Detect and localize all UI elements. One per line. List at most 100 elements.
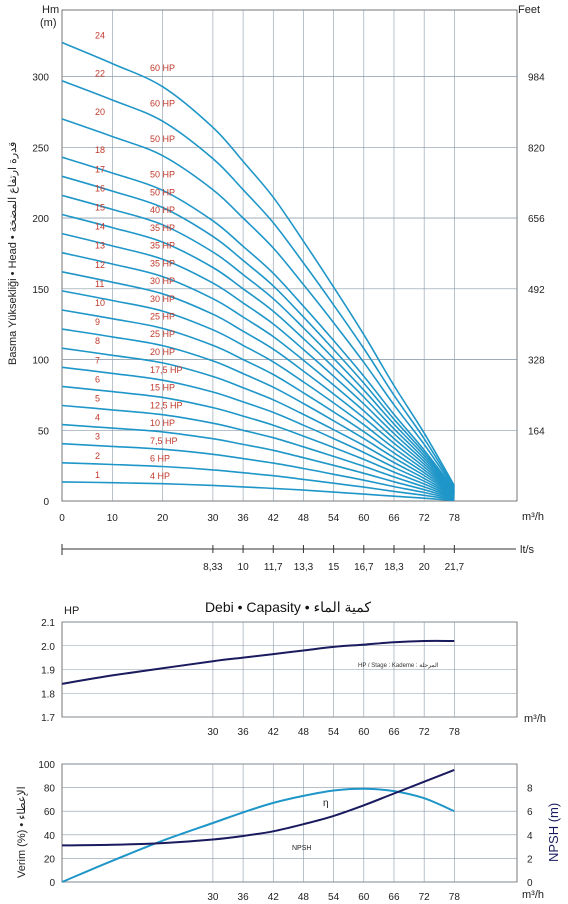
feet-axis-title: Feet [518, 4, 540, 16]
head-curve-stage-4 [61, 423, 455, 500]
stage-number-label: 2 [95, 451, 100, 461]
y2-tick-label: 656 [528, 214, 545, 225]
hp-annotation: HP / Stage : Kademe : المرحلة [358, 662, 439, 669]
y-tick-label: 80 [44, 784, 56, 795]
y2-tick-label: 984 [528, 73, 545, 84]
stage-hp-label: 50 HP [150, 134, 175, 144]
stage-number-label: 16 [95, 183, 105, 193]
head-chart-ticks: 0 10 20 30 36 42 48 54 60 66 72 7805010015020025030… [32, 73, 545, 525]
x-tick-label: 60 [358, 727, 370, 738]
stage-hp-label: 60 HP [150, 99, 175, 109]
hp-axis-title: HP [64, 605, 79, 617]
x-tick-label: 42 [268, 892, 280, 903]
lps-tick-label: 21,7 [445, 562, 465, 573]
head-curve-stage-17 [61, 175, 455, 491]
eff-flow-unit: m³/h [522, 889, 544, 901]
stage-number-label: 10 [95, 298, 105, 308]
lps-tick-label: 20 [419, 562, 431, 573]
y2-tick-label: 164 [528, 426, 545, 437]
eff-chart-grid [62, 763, 517, 883]
x-tick-label: 36 [238, 513, 250, 524]
npsh-label: NPSH [292, 845, 311, 852]
npsh-curve [61, 768, 455, 847]
x-tick-label: 30 [207, 727, 219, 738]
head-curve-stage-11 [61, 290, 455, 495]
lps-tick-label: 18,3 [384, 562, 404, 573]
stage-hp-label: 40 HP [150, 205, 175, 215]
y2-tick-label: 8 [527, 784, 533, 795]
head-curve-stage-12 [61, 271, 455, 495]
stage-number-label: 24 [95, 31, 105, 41]
hp-chart-ticks: 1.7 1.8 1.9 2.0 2.1 30 36 42 48 54 60 66 72 78 [41, 618, 460, 738]
lps-ticks: 8,33 10 11,7 13,3 15 16,7 18,3 20 21,7 [203, 545, 465, 573]
stage-hp-label: 17,5 HP [150, 365, 183, 375]
stage-hp-label: 25 HP [150, 329, 175, 339]
y-tick-label: 100 [38, 760, 55, 771]
hp-per-stage-curve [61, 639, 455, 685]
x-tick-label: 60 [358, 892, 370, 903]
head-curve-stage-18 [61, 156, 455, 490]
stage-hp-label: 6 HP [150, 453, 170, 463]
lps-tick-label: 11,7 [264, 562, 283, 573]
head-curve-stage-16 [61, 194, 455, 492]
head-chart-grid [62, 10, 517, 501]
stage-hp-label: 4 HP [150, 471, 170, 481]
y-tick-label: 1.9 [41, 666, 55, 677]
lps-tick-label: 15 [328, 562, 340, 573]
head-curve-stage-14 [61, 232, 455, 493]
eta-label: η [323, 798, 329, 809]
y-tick-label: 2.1 [41, 618, 55, 629]
x-tick-label: 42 [268, 513, 280, 524]
stage-hp-label: 50 HP [150, 187, 175, 197]
stage-hp-label: 12,5 HP [150, 400, 183, 410]
y-tick-label: 60 [44, 807, 56, 818]
head-curve-stage-10 [61, 309, 455, 496]
x-tick-label: 72 [419, 892, 431, 903]
stage-hp-label: 35 HP [150, 223, 175, 233]
x-tick-label: 20 [157, 513, 169, 524]
stage-number-label: 14 [95, 222, 105, 232]
stage-hp-label: 35 HP [150, 258, 175, 268]
y2-tick-label: 4 [527, 831, 533, 842]
x-tick-label: 36 [238, 727, 250, 738]
x-tick-label: 54 [328, 727, 340, 738]
x-tick-label: 78 [449, 513, 461, 524]
head-curve-stage-15 [61, 213, 455, 493]
x-tick-label: 54 [328, 513, 340, 524]
x-tick-label: 30 [207, 892, 219, 903]
head-curve-stage-13 [61, 251, 455, 494]
x-tick-label: 54 [328, 892, 340, 903]
stage-number-label: 11 [95, 279, 104, 289]
y-tick-label: 2.0 [41, 642, 55, 653]
y-tick-label: 1.8 [41, 689, 55, 700]
eff-chart-frame [61, 763, 518, 883]
stage-number-label: 17 [95, 164, 105, 174]
y-tick-label: 20 [44, 854, 56, 865]
y2-tick-label: 6 [527, 807, 533, 818]
lps-tick-label: 16,7 [354, 562, 374, 573]
stage-number-label: 8 [95, 336, 100, 346]
stage-hp-label: 60 HP [150, 63, 175, 73]
y-tick-label: 40 [44, 831, 56, 842]
x-tick-label: 30 [207, 513, 219, 524]
efficiency-curve [61, 787, 455, 883]
head-curve-stage-6 [61, 385, 455, 498]
npsh-axis-title: NPSH (m) [546, 803, 561, 862]
y-tick-label: 250 [32, 143, 49, 154]
efficiency-axis-title: Verim (%) • الإعطاء [16, 786, 28, 878]
stage-hp-label: 50 HP [150, 170, 175, 180]
x-tick-label: 78 [449, 727, 461, 738]
head-axis-text: Basma Yüksekliği • Head • قدرة ارتفاع ال… [7, 142, 19, 365]
x-tick-label: 72 [419, 513, 431, 524]
stage-number-label: 22 [95, 69, 105, 79]
y-tick-label: 150 [32, 285, 49, 296]
head-curve-stage-7 [61, 366, 455, 498]
x-tick-label: 0 [59, 513, 65, 524]
x-tick-label: 66 [388, 513, 400, 524]
lps-tick-label: 10 [238, 562, 250, 573]
stage-hp-label: 15 HP [150, 383, 175, 393]
y2-tick-label: 492 [528, 285, 545, 296]
x-tick-label: 60 [358, 513, 370, 524]
stage-number-label: 15 [95, 202, 105, 212]
